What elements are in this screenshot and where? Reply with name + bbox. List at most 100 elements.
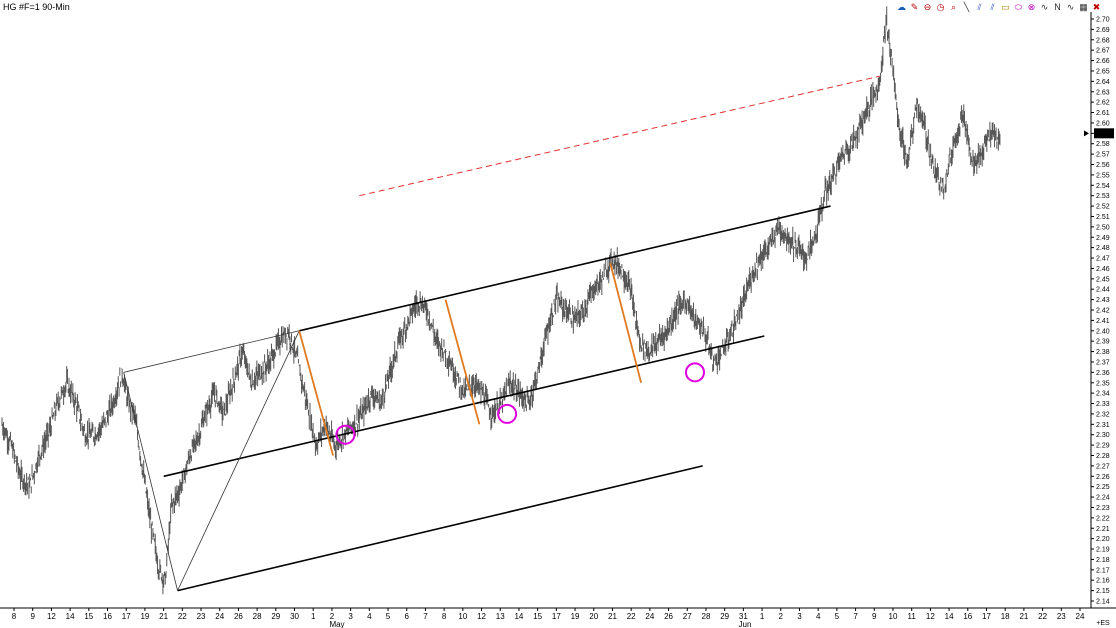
x-tick-label: 22	[627, 612, 636, 621]
y-tick-label: 2.27	[1096, 463, 1110, 470]
x-tick-label: 11	[908, 612, 917, 621]
fork-line	[123, 330, 300, 373]
x-tick-label: 21	[159, 612, 168, 621]
y-tick-label: 2.19	[1096, 547, 1110, 554]
y-tick-label: 2.70	[1096, 17, 1110, 24]
circle-tool-icon[interactable]: ⊗	[1027, 2, 1036, 12]
y-tick-label: 2.49	[1096, 235, 1110, 242]
y-tick-label: 2.65	[1096, 68, 1110, 75]
y-tick-label: 2.38	[1096, 349, 1110, 356]
y-tick-label: 2.55	[1096, 172, 1110, 179]
y-tick-label: 2.17	[1096, 567, 1110, 574]
fan-tool-icon[interactable]: ⫽	[990, 2, 995, 12]
wave-tool-icon[interactable]: ∿	[1040, 2, 1049, 12]
x-tick-label: 23	[1057, 612, 1066, 621]
y-tick-label: 2.34	[1096, 391, 1110, 398]
x-tick-label: 14	[945, 612, 954, 621]
y-tick-label: 2.54	[1096, 183, 1110, 190]
no-entry-icon[interactable]: ⊖	[923, 2, 932, 12]
month-label: May	[329, 620, 344, 628]
y-tick-label: 2.53	[1096, 193, 1110, 200]
x-tick-label: 1	[311, 612, 316, 621]
wave-count-icon[interactable]: ∿	[1066, 2, 1075, 12]
x-tick-label: 9	[30, 612, 35, 621]
y-tick-label: 2.69	[1096, 27, 1110, 34]
line-tool-icon[interactable]: ╲	[963, 2, 970, 12]
last-price-arrow-icon	[1084, 130, 1089, 137]
y-tick-label: 2.21	[1096, 526, 1110, 533]
x-tick-label: 24	[1076, 612, 1085, 621]
cloud-icon[interactable]: ☁	[897, 2, 906, 12]
x-tick-label: 5	[386, 612, 391, 621]
n-wave-icon[interactable]: N	[1054, 2, 1061, 12]
x-tick-label: 29	[720, 612, 729, 621]
y-tick-label: 2.32	[1096, 411, 1110, 418]
x-tick-label: 4	[367, 612, 372, 621]
y-tick-label: 2.30	[1096, 432, 1110, 439]
close-icon[interactable]: ✖	[1092, 2, 1101, 12]
y-tick-label: 2.44	[1096, 287, 1110, 294]
last-price-label: 2.59	[1096, 131, 1110, 138]
x-tick-label: 18	[1001, 612, 1010, 621]
y-tick-label: 2.16	[1096, 578, 1110, 585]
pivot-circle-marker	[685, 362, 705, 383]
x-tick-label: 24	[645, 612, 654, 621]
x-tick-label: 13	[496, 612, 505, 621]
magnifier-icon[interactable]: ⌕	[950, 2, 957, 12]
x-tick-label: 2	[330, 612, 335, 621]
x-tick-label: 7	[423, 612, 428, 621]
y-tick-label: 2.48	[1096, 245, 1110, 252]
pivot-circle-marker	[335, 424, 356, 445]
y-tick-label: 2.40	[1096, 328, 1110, 335]
x-tick-label: 10	[889, 612, 898, 621]
y-tick-label: 2.45	[1096, 276, 1110, 283]
x-tick-label: 8	[442, 612, 447, 621]
y-tick-label: 2.68	[1096, 37, 1110, 44]
y-tick-label: 2.31	[1096, 422, 1110, 429]
x-tick-label: 29	[271, 612, 280, 621]
x-tick-label: 17	[552, 612, 561, 621]
x-tick-label: 28	[702, 612, 711, 621]
x-tick-label: 1	[760, 612, 765, 621]
x-tick-label: 22	[178, 612, 187, 621]
pencil-icon[interactable]: ✎	[910, 2, 919, 12]
channel-tool-icon[interactable]: ⫽	[977, 2, 982, 12]
price-bars	[1, 6, 1001, 595]
x-tick-label: 14	[514, 612, 523, 621]
y-tick-label: 2.43	[1096, 297, 1110, 304]
x-tick-label: 12	[477, 612, 486, 621]
grid-icon[interactable]: ▦	[1079, 2, 1088, 12]
clock-icon[interactable]: ◷	[936, 2, 945, 12]
x-tick-label: 17	[122, 612, 131, 621]
y-tick-label: 2.50	[1096, 224, 1110, 231]
x-tick-label: 28	[253, 612, 262, 621]
target-dashed-line	[359, 75, 880, 197]
y-tick-label: 2.46	[1096, 266, 1110, 273]
x-tick-label: 21	[1019, 612, 1028, 621]
x-tick-label: 23	[197, 612, 206, 621]
y-tick-label: 2.39	[1096, 339, 1110, 346]
x-tick-label: 22	[1038, 612, 1047, 621]
x-tick-label: 6	[405, 612, 410, 621]
x-tick-label: 5	[835, 612, 840, 621]
rectangle-tool-icon[interactable]: ▭	[1001, 2, 1010, 12]
y-tick-label: 2.51	[1096, 214, 1110, 221]
ellipse-tool-icon[interactable]: ⬭	[1014, 2, 1023, 12]
x-tick-label: 9	[872, 612, 877, 621]
x-tick-label: 3	[348, 612, 353, 621]
x-tick-label: 21	[608, 612, 617, 621]
x-tick-label: 3	[797, 612, 802, 621]
last-price-box	[1094, 128, 1114, 139]
x-tick-label: 7	[853, 612, 858, 621]
x-tick-label: 19	[140, 612, 149, 621]
y-tick-label: 2.20	[1096, 536, 1110, 543]
y-tick-label: 2.26	[1096, 474, 1110, 481]
y-tick-label: 2.47	[1096, 256, 1110, 263]
x-tick-label: 15	[533, 612, 542, 621]
channel-upper-line	[299, 205, 831, 332]
pivot-circle-marker	[497, 403, 518, 424]
fork-line	[123, 372, 178, 591]
x-tick-label: 8	[12, 612, 17, 621]
correction-line	[609, 263, 642, 383]
